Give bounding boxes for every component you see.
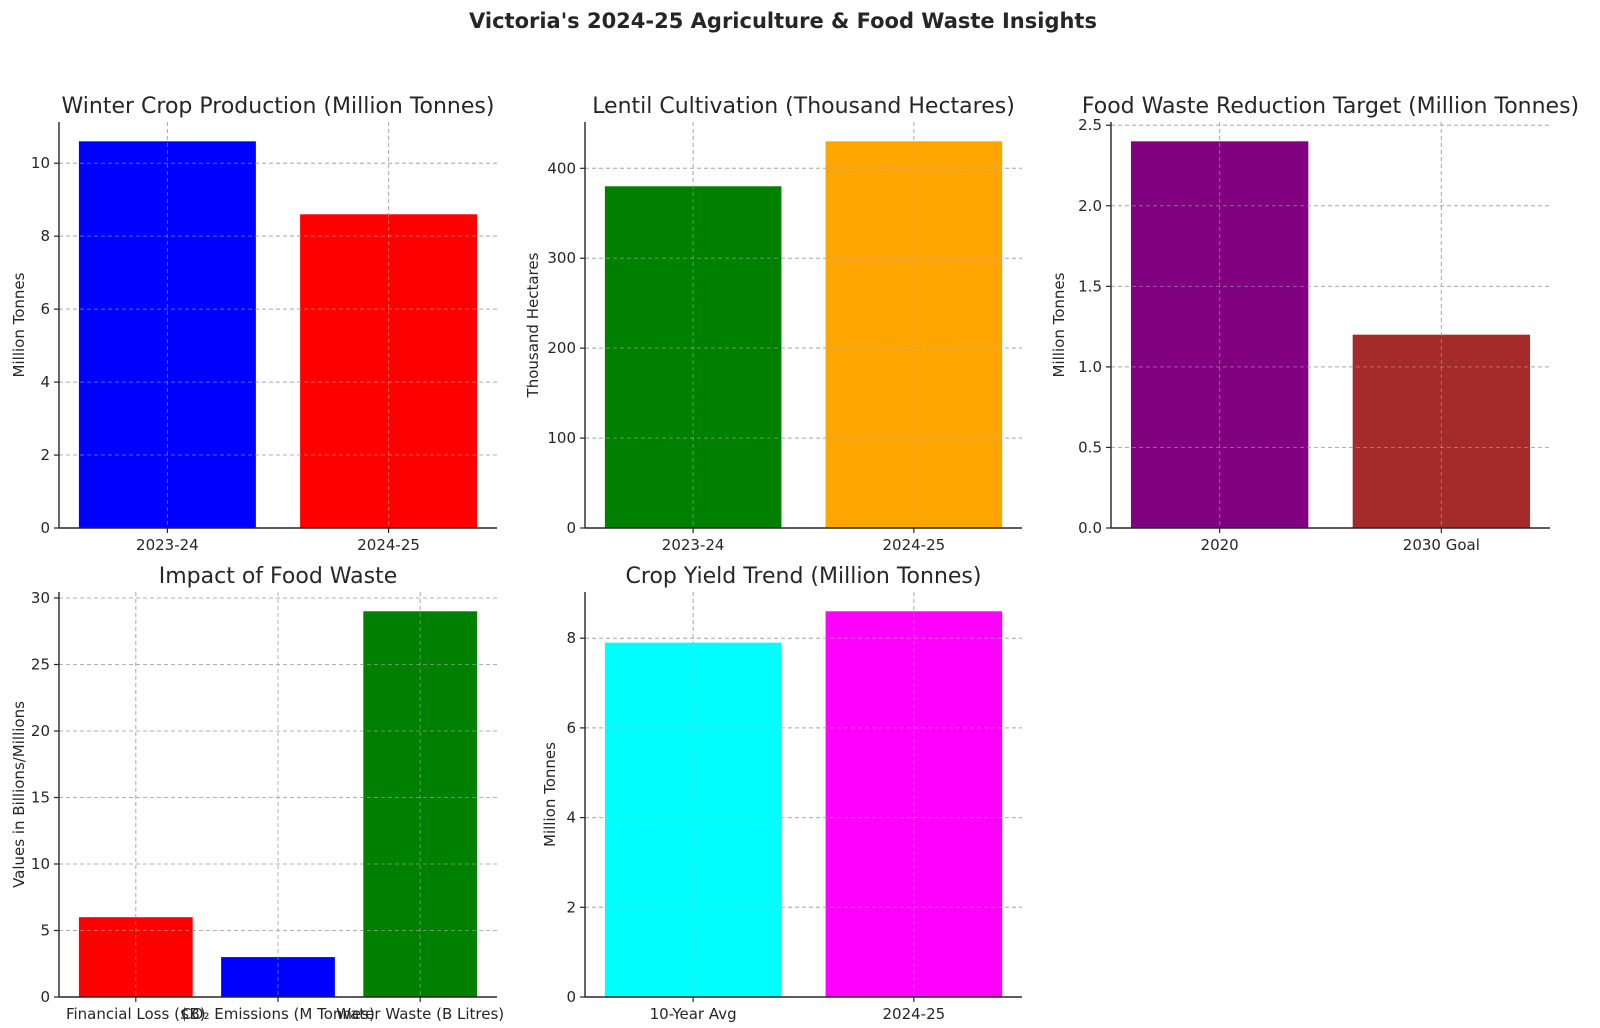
plot5-ytick-label-2: 4 [566,809,576,827]
plot1-ytick-label-4: 8 [40,227,50,245]
plot4-xtick-label-2: CO₂ Emissions (M Tonnes) [181,1005,375,1023]
plot5-xtick-label-1: 10-Year Avg [650,1005,737,1023]
plot3-ytick-label-4: 2.0 [1078,197,1102,215]
figure-title: Victoria's 2024-25 Agriculture & Food Wa… [469,9,1097,33]
plot1-xtick-label-1: 2023-24 [136,536,199,554]
plot4-ytick-label-1: 5 [40,921,50,939]
plot2-xtick-label-2: 2024-25 [883,536,946,554]
plot1-ylabel: Million Tonnes [10,272,28,377]
plot5-xtick-label-2: 2024-25 [883,1005,946,1023]
plot5-ytick-label-4: 8 [566,629,576,647]
plot4-xtick-label-1: Financial Loss ($B) [66,1005,206,1023]
plot3-ylabel: Million Tonnes [1050,272,1068,377]
plot4-ytick-label-0: 0 [40,988,50,1006]
plot1-title: Winter Crop Production (Million Tonnes) [62,94,495,119]
plot2-xtick-label-1: 2023-24 [662,536,725,554]
plot3-ytick-label-5: 2.5 [1078,116,1102,134]
plot1-ytick-label-3: 6 [40,300,50,318]
plot3-xtick-label-1: 2020 [1201,536,1239,554]
plot3-ytick-label-0: 0.0 [1078,519,1102,537]
plot2-ytick-label-3: 300 [547,249,576,267]
plot1-xtick-label-2: 2024-25 [357,536,420,554]
plot3-title: Food Waste Reduction Target (Million Ton… [1082,94,1579,119]
plot2-ytick-label-4: 400 [547,159,576,177]
plot2-ylabel: Thousand Hectares [524,252,542,398]
plot1-ytick-label-5: 10 [31,154,50,172]
plot1-ytick-label-2: 4 [40,373,50,391]
plot2-title: Lentil Cultivation (Thousand Hectares) [592,94,1015,119]
plot4-xtick-label-3: Water Waste (B Litres) [336,1005,504,1023]
plot2-ytick-label-2: 200 [547,339,576,357]
plot1-ytick-label-0: 0 [40,519,50,537]
plot4-ylabel: Values in Billions/Millions [10,701,28,888]
plot4-ytick-label-2: 10 [31,855,50,873]
plot3-ytick-label-2: 1.0 [1078,358,1102,376]
plot2-ytick-label-0: 0 [566,519,576,537]
plot5-ytick-label-3: 6 [566,719,576,737]
plot5-ylabel: Million Tonnes [541,742,559,847]
plot4-title: Impact of Food Waste [159,564,397,589]
plot4-ytick-label-5: 25 [31,655,50,673]
plot3-ytick-label-1: 0.5 [1078,438,1102,456]
plot3-xtick-label-2: 2030 Goal [1403,536,1480,554]
plot1-ytick-label-1: 2 [40,446,50,464]
plot3-ytick-label-3: 1.5 [1078,277,1102,295]
plot4-ytick-label-3: 15 [31,788,50,806]
plot2-ytick-label-1: 100 [547,429,576,447]
plot4-ytick-label-6: 30 [31,589,50,607]
plot5-ytick-label-0: 0 [566,988,576,1006]
plot5-ytick-label-1: 2 [566,898,576,916]
plot4-ytick-label-4: 20 [31,722,50,740]
plot5-title: Crop Yield Trend (Million Tonnes) [626,564,982,589]
